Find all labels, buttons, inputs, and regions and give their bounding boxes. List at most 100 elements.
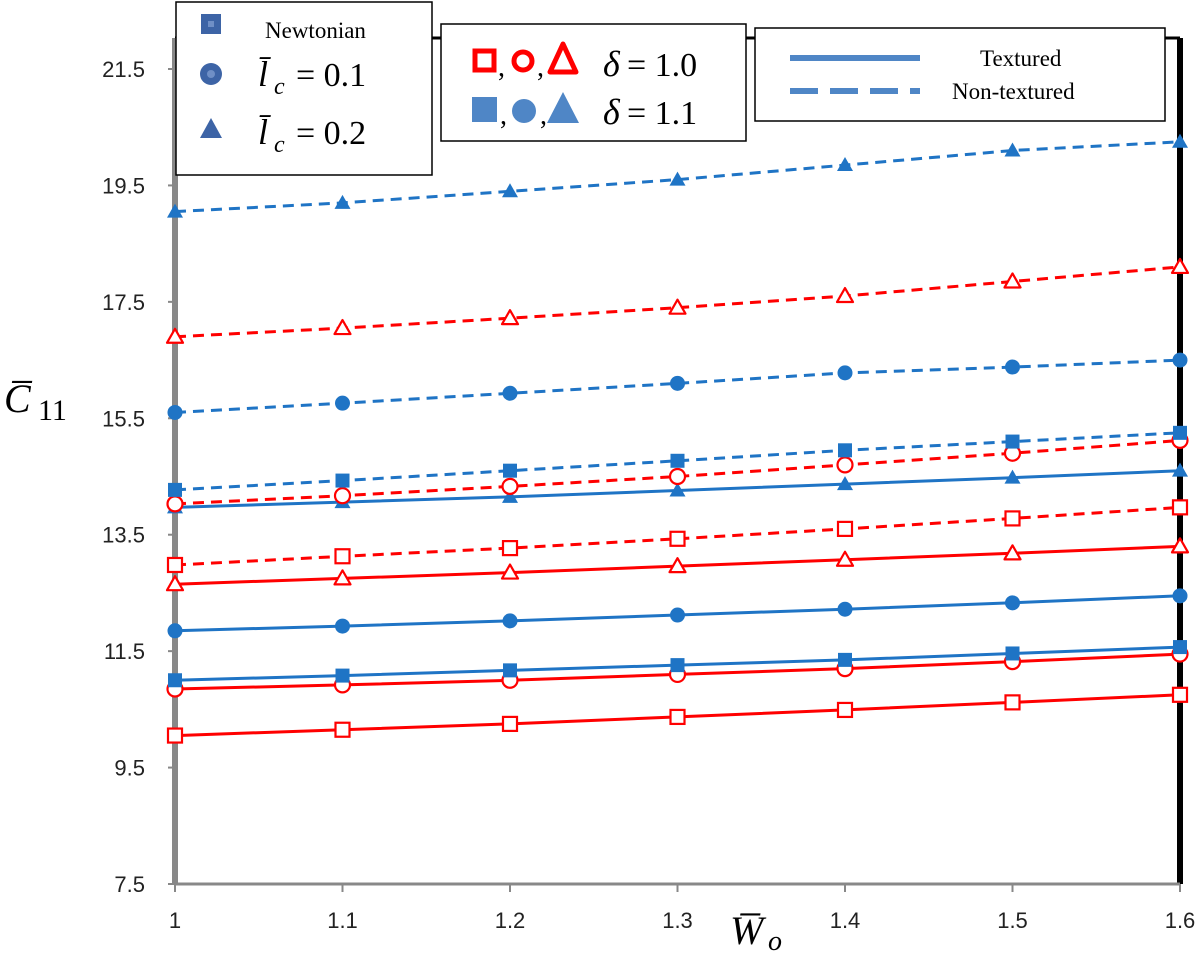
data-point-square: [501, 540, 519, 557]
data-point-triangle: [1003, 272, 1022, 289]
legend-line-box: [754, 27, 1166, 122]
data-point-circle: [502, 385, 518, 401]
data-point-circle: [333, 487, 352, 505]
data-point-triangle: [1170, 257, 1190, 275]
legend-delta11-sep1: ,: [500, 100, 507, 131]
legend-lc02-symbol: l̄: [258, 112, 271, 152]
series-layer: [165, 133, 1190, 744]
x-tick-label: 1.4: [830, 908, 861, 933]
data-point-triangle: [333, 569, 352, 586]
legend-open-triangle: [547, 41, 579, 75]
data-point-circle: [1005, 359, 1020, 375]
series-5: [165, 537, 1190, 592]
data-point-circle: [836, 456, 854, 474]
data-point-circle: [837, 601, 853, 617]
data-point-square: [334, 548, 351, 565]
series-4: [167, 588, 1188, 639]
y-axis-label-subscript: 11: [38, 394, 67, 427]
data-point-circle: [502, 613, 518, 629]
legend-line-style: Textured Non-textured: [754, 27, 1166, 122]
data-point-square: [334, 721, 351, 738]
data-point-triangle: [1004, 142, 1021, 157]
data-point-triangle: [837, 157, 853, 172]
data-point-triangle: [669, 482, 686, 497]
data-point-triangle: [165, 327, 185, 344]
data-point-square: [1173, 640, 1187, 655]
data-point-square: [503, 663, 517, 678]
legend-triangle-marker: [200, 118, 222, 138]
data-point-triangle: [1172, 133, 1188, 148]
data-point-square: [503, 463, 517, 478]
legend-delta: , , δ = 1.0 , , δ = 1.1: [440, 23, 747, 142]
legend-delta11-value: = 1.1: [627, 95, 697, 132]
data-point-square: [669, 530, 686, 547]
legend-delta-box: [440, 23, 747, 142]
legend-newtonian-label: Newtonian: [265, 18, 366, 43]
y-tick-label: 19.5: [102, 173, 145, 198]
tick-marks: 7.5 9.5 11.5 13.5 15.5 17.5 19.5 21.5 1 1.1 1.2 1.3…: [102, 57, 1195, 933]
data-point-triangle: [835, 286, 855, 304]
data-point-square: [1173, 425, 1187, 440]
series-12: [167, 133, 1188, 218]
data-point-triangle: [165, 575, 185, 592]
data-point-square: [836, 520, 854, 537]
x-axis-label: W̅ o: [730, 908, 782, 957]
data-point-circle: [670, 607, 685, 623]
y-tick-label: 15.5: [102, 406, 145, 431]
legend-delta10-value: = 1.0: [627, 47, 697, 84]
data-point-circle: [166, 495, 184, 513]
legend-filled-triangle: [547, 92, 579, 123]
data-point-square: [168, 673, 182, 688]
series-1: [166, 686, 1189, 744]
data-point-square: [669, 708, 686, 726]
x-tick-label: 1.2: [495, 908, 526, 933]
data-point-triangle: [500, 309, 520, 326]
data-point-square: [166, 556, 184, 574]
series-6: [166, 499, 1189, 574]
legend-lc01-value: = 0.1: [296, 57, 366, 94]
legend-open-circle: [511, 49, 535, 73]
data-point-triangle: [1172, 462, 1188, 477]
legend-delta10-sep1: ,: [498, 52, 505, 83]
data-point-triangle: [1004, 469, 1021, 484]
y-axis-line: [172, 38, 178, 884]
data-point-circle: [167, 404, 183, 420]
legend-delta10-sep2: ,: [537, 52, 544, 83]
data-point-circle: [837, 365, 853, 381]
data-point-circle: [335, 618, 350, 634]
data-point-square: [838, 652, 852, 667]
legend-lc01-subscript: c: [274, 74, 285, 100]
legend-open-square: [472, 48, 497, 73]
data-point-triangle: [502, 488, 518, 503]
legend-lc02-value: = 0.2: [296, 115, 366, 152]
data-point-triangle: [502, 183, 518, 198]
data-point-circle: [670, 375, 685, 391]
series-3: [168, 640, 1187, 688]
legend-filled-circle: [512, 99, 536, 123]
legend-nontextured-label: Non-textured: [952, 79, 1075, 104]
data-point-square: [836, 701, 854, 719]
data-point-triangle: [668, 298, 687, 315]
data-point-triangle: [1170, 537, 1190, 554]
y-tick-label: 21.5: [102, 57, 145, 82]
data-point-square: [168, 482, 182, 497]
data-point-square: [838, 443, 852, 458]
legend-filled-square: [472, 97, 497, 122]
data-point-square: [1004, 694, 1021, 711]
legend-delta11-sep2: ,: [540, 100, 547, 131]
legend-shape: Newtonian l̄ c = 0.1 l̄ c = 0.2: [175, 1, 433, 176]
x-tick-label: 1.6: [1165, 908, 1196, 933]
legend-lc01-symbol: l̄: [258, 54, 271, 94]
legend-lc02-subscript: c: [274, 132, 285, 158]
data-point-square: [501, 715, 519, 733]
x-tick-label: 1: [169, 908, 181, 933]
y-tick-label: 17.5: [102, 290, 145, 315]
data-point-triangle: [334, 194, 351, 209]
y-axis-label: C̅ 11: [4, 376, 67, 427]
data-point-square: [166, 727, 184, 744]
data-point-circle: [668, 467, 687, 486]
data-point-triangle: [669, 171, 686, 186]
data-point-square: [670, 658, 685, 673]
series-9: [168, 425, 1187, 497]
data-point-circle: [1005, 595, 1020, 611]
